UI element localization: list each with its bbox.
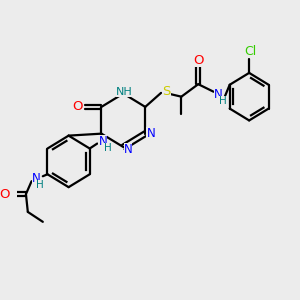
Text: N: N [146, 127, 155, 140]
Text: O: O [73, 100, 83, 113]
Text: O: O [0, 188, 10, 201]
Text: N: N [32, 172, 40, 185]
Text: NH: NH [116, 86, 133, 97]
Text: Cl: Cl [244, 45, 256, 58]
Text: H: H [219, 96, 227, 106]
Text: N: N [98, 135, 107, 148]
Text: N: N [214, 88, 223, 101]
Text: N: N [124, 142, 132, 155]
Text: H: H [36, 180, 44, 190]
Text: H: H [103, 142, 111, 152]
Text: O: O [193, 54, 203, 67]
Text: S: S [163, 85, 171, 98]
